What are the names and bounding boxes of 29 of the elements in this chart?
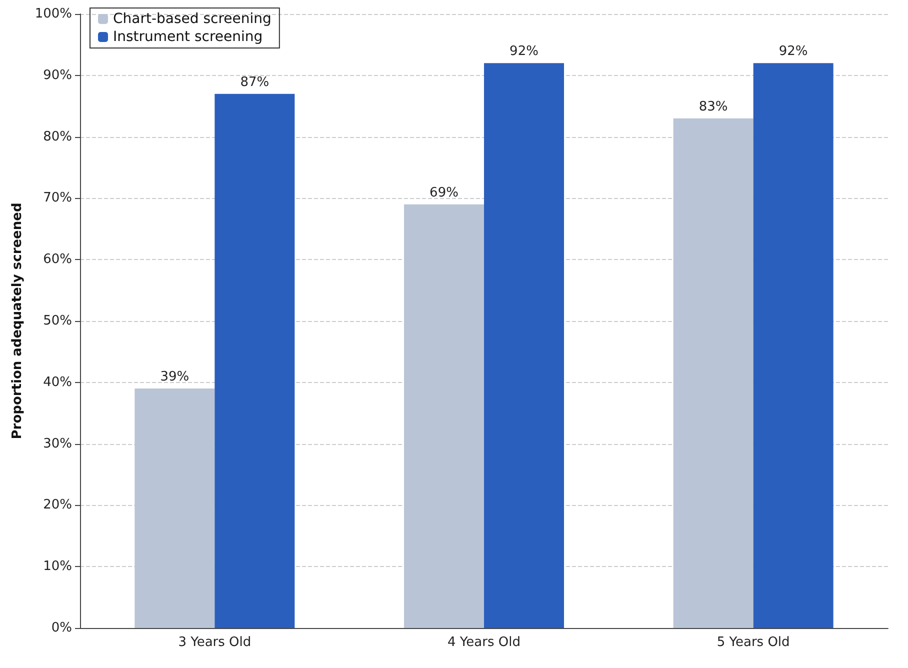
y-tick-label: 0% <box>51 620 72 636</box>
legend-label: Chart-based screening <box>113 11 272 27</box>
x-tick-label: 4 Years Old <box>448 635 520 650</box>
data-label: 92% <box>778 44 808 60</box>
bar <box>134 388 215 628</box>
data-label: 87% <box>240 74 270 90</box>
y-tick-label: 30% <box>43 436 72 452</box>
bar <box>484 63 564 628</box>
y-tick-label: 50% <box>43 314 72 328</box>
x-tick-label: 3 Years Old <box>178 635 252 650</box>
y-tick-label: 40% <box>43 374 72 390</box>
data-label: 83% <box>698 99 728 114</box>
bar <box>753 63 834 628</box>
y-axis-title: Proportion adequately screened <box>10 202 25 440</box>
y-tick-label: 90% <box>43 68 72 83</box>
y-tick-label: 70% <box>43 190 72 206</box>
bar <box>673 118 754 628</box>
y-tick-label: 10% <box>43 559 72 574</box>
y-tick-label: 100% <box>34 6 72 22</box>
y-tick-label: 20% <box>43 498 72 513</box>
data-label: 92% <box>510 44 538 60</box>
y-tick-label: 60% <box>43 252 72 268</box>
x-tick-label: 5 Years Old <box>716 635 790 650</box>
bar <box>214 94 295 628</box>
data-label: 69% <box>430 185 458 200</box>
bar <box>404 204 484 628</box>
y-tick-label: 80% <box>43 129 72 144</box>
legend-label: Instrument screening <box>113 29 263 45</box>
data-label: 39% <box>160 370 190 385</box>
